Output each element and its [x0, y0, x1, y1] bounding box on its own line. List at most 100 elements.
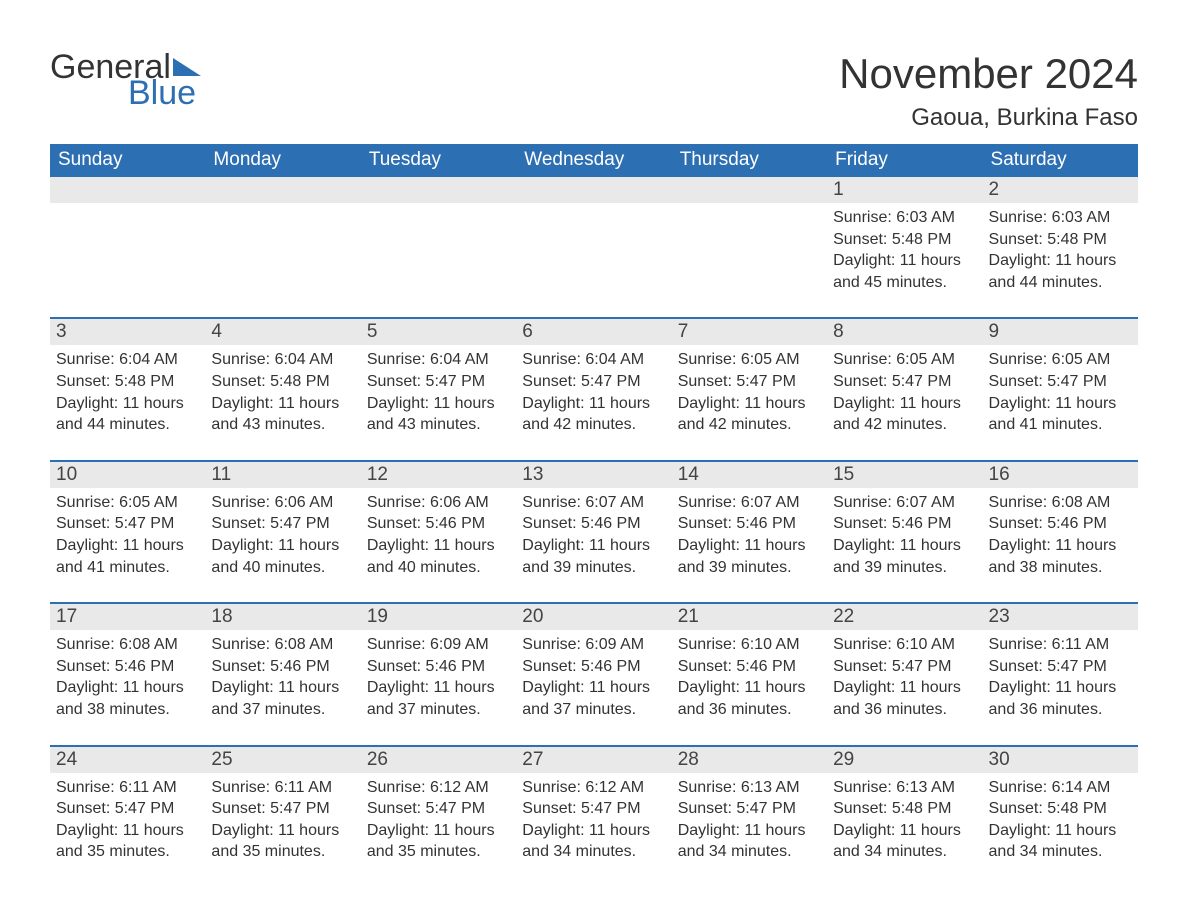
calendar-cell: 26Sunrise: 6:12 AMSunset: 5:47 PMDayligh… [361, 747, 516, 871]
daylight-line: Daylight: 11 hours and 44 minutes. [989, 250, 1132, 293]
day-details: Sunrise: 6:11 AMSunset: 5:47 PMDaylight:… [205, 773, 360, 863]
day-number [361, 177, 516, 203]
sunrise-line: Sunrise: 6:08 AM [989, 492, 1132, 514]
sunset-line: Sunset: 5:46 PM [678, 513, 821, 535]
sunset-line: Sunset: 5:46 PM [522, 656, 665, 678]
day-details: Sunrise: 6:03 AMSunset: 5:48 PMDaylight:… [983, 203, 1138, 293]
weekday-header: Friday [827, 144, 982, 177]
sunset-line: Sunset: 5:46 PM [367, 656, 510, 678]
day-number: 24 [50, 747, 205, 773]
day-number: 21 [672, 604, 827, 630]
sunrise-line: Sunrise: 6:13 AM [833, 777, 976, 799]
day-number: 3 [50, 319, 205, 345]
calendar-cell: 4Sunrise: 6:04 AMSunset: 5:48 PMDaylight… [205, 319, 360, 443]
day-details: Sunrise: 6:04 AMSunset: 5:48 PMDaylight:… [50, 345, 205, 435]
day-details: Sunrise: 6:09 AMSunset: 5:46 PMDaylight:… [516, 630, 671, 720]
week-row: 17Sunrise: 6:08 AMSunset: 5:46 PMDayligh… [50, 602, 1138, 728]
daylight-line: Daylight: 11 hours and 36 minutes. [989, 677, 1132, 720]
day-number [50, 177, 205, 203]
sunset-line: Sunset: 5:47 PM [367, 798, 510, 820]
day-details: Sunrise: 6:08 AMSunset: 5:46 PMDaylight:… [205, 630, 360, 720]
day-details: Sunrise: 6:04 AMSunset: 5:47 PMDaylight:… [516, 345, 671, 435]
calendar-cell: 20Sunrise: 6:09 AMSunset: 5:46 PMDayligh… [516, 604, 671, 728]
daylight-line: Daylight: 11 hours and 41 minutes. [56, 535, 199, 578]
sunrise-line: Sunrise: 6:11 AM [211, 777, 354, 799]
day-details: Sunrise: 6:07 AMSunset: 5:46 PMDaylight:… [516, 488, 671, 578]
daylight-line: Daylight: 11 hours and 37 minutes. [211, 677, 354, 720]
day-number: 22 [827, 604, 982, 630]
day-details: Sunrise: 6:05 AMSunset: 5:47 PMDaylight:… [50, 488, 205, 578]
day-number: 23 [983, 604, 1138, 630]
day-details: Sunrise: 6:05 AMSunset: 5:47 PMDaylight:… [827, 345, 982, 435]
sunset-line: Sunset: 5:48 PM [211, 371, 354, 393]
sunrise-line: Sunrise: 6:06 AM [211, 492, 354, 514]
sunrise-line: Sunrise: 6:08 AM [211, 634, 354, 656]
sunset-line: Sunset: 5:46 PM [211, 656, 354, 678]
calendar-cell: 30Sunrise: 6:14 AMSunset: 5:48 PMDayligh… [983, 747, 1138, 871]
calendar-cell: 13Sunrise: 6:07 AMSunset: 5:46 PMDayligh… [516, 462, 671, 586]
sunrise-line: Sunrise: 6:08 AM [56, 634, 199, 656]
day-number: 8 [827, 319, 982, 345]
daylight-line: Daylight: 11 hours and 40 minutes. [367, 535, 510, 578]
calendar-cell [50, 177, 205, 301]
daylight-line: Daylight: 11 hours and 43 minutes. [211, 393, 354, 436]
sunset-line: Sunset: 5:48 PM [56, 371, 199, 393]
month-title: November 2024 [839, 50, 1138, 98]
day-details: Sunrise: 6:12 AMSunset: 5:47 PMDaylight:… [361, 773, 516, 863]
day-details: Sunrise: 6:13 AMSunset: 5:48 PMDaylight:… [827, 773, 982, 863]
sunset-line: Sunset: 5:47 PM [56, 798, 199, 820]
daylight-line: Daylight: 11 hours and 39 minutes. [678, 535, 821, 578]
weekday-header: Wednesday [516, 144, 671, 177]
daylight-line: Daylight: 11 hours and 38 minutes. [989, 535, 1132, 578]
sunrise-line: Sunrise: 6:05 AM [56, 492, 199, 514]
calendar-cell: 2Sunrise: 6:03 AMSunset: 5:48 PMDaylight… [983, 177, 1138, 301]
sunrise-line: Sunrise: 6:03 AM [989, 207, 1132, 229]
calendar-cell: 9Sunrise: 6:05 AMSunset: 5:47 PMDaylight… [983, 319, 1138, 443]
calendar-cell: 7Sunrise: 6:05 AMSunset: 5:47 PMDaylight… [672, 319, 827, 443]
sunrise-line: Sunrise: 6:05 AM [989, 349, 1132, 371]
sunset-line: Sunset: 5:47 PM [989, 371, 1132, 393]
calendar-cell: 17Sunrise: 6:08 AMSunset: 5:46 PMDayligh… [50, 604, 205, 728]
day-number: 16 [983, 462, 1138, 488]
sunrise-line: Sunrise: 6:09 AM [367, 634, 510, 656]
day-number: 14 [672, 462, 827, 488]
day-details: Sunrise: 6:04 AMSunset: 5:48 PMDaylight:… [205, 345, 360, 435]
sunrise-line: Sunrise: 6:10 AM [678, 634, 821, 656]
day-number [516, 177, 671, 203]
sunset-line: Sunset: 5:48 PM [989, 229, 1132, 251]
sunset-line: Sunset: 5:47 PM [211, 513, 354, 535]
calendar-cell [516, 177, 671, 301]
daylight-line: Daylight: 11 hours and 37 minutes. [522, 677, 665, 720]
day-details: Sunrise: 6:09 AMSunset: 5:46 PMDaylight:… [361, 630, 516, 720]
sunrise-line: Sunrise: 6:05 AM [678, 349, 821, 371]
calendar-cell [672, 177, 827, 301]
daylight-line: Daylight: 11 hours and 41 minutes. [989, 393, 1132, 436]
sunrise-line: Sunrise: 6:03 AM [833, 207, 976, 229]
sunset-line: Sunset: 5:46 PM [678, 656, 821, 678]
day-details: Sunrise: 6:11 AMSunset: 5:47 PMDaylight:… [50, 773, 205, 863]
title-block: November 2024 Gaoua, Burkina Faso [839, 50, 1138, 132]
day-details: Sunrise: 6:14 AMSunset: 5:48 PMDaylight:… [983, 773, 1138, 863]
calendar: SundayMondayTuesdayWednesdayThursdayFrid… [50, 144, 1138, 871]
day-details: Sunrise: 6:07 AMSunset: 5:46 PMDaylight:… [827, 488, 982, 578]
sunrise-line: Sunrise: 6:13 AM [678, 777, 821, 799]
day-number: 26 [361, 747, 516, 773]
sunrise-line: Sunrise: 6:04 AM [522, 349, 665, 371]
day-number: 2 [983, 177, 1138, 203]
day-number: 6 [516, 319, 671, 345]
day-details: Sunrise: 6:13 AMSunset: 5:47 PMDaylight:… [672, 773, 827, 863]
sunset-line: Sunset: 5:47 PM [678, 798, 821, 820]
weekday-header: Tuesday [361, 144, 516, 177]
sunset-line: Sunset: 5:47 PM [56, 513, 199, 535]
calendar-cell: 3Sunrise: 6:04 AMSunset: 5:48 PMDaylight… [50, 319, 205, 443]
sunrise-line: Sunrise: 6:07 AM [678, 492, 821, 514]
day-number: 20 [516, 604, 671, 630]
sunrise-line: Sunrise: 6:04 AM [211, 349, 354, 371]
sunset-line: Sunset: 5:47 PM [833, 656, 976, 678]
daylight-line: Daylight: 11 hours and 35 minutes. [367, 820, 510, 863]
calendar-cell: 11Sunrise: 6:06 AMSunset: 5:47 PMDayligh… [205, 462, 360, 586]
week-row: 3Sunrise: 6:04 AMSunset: 5:48 PMDaylight… [50, 317, 1138, 443]
daylight-line: Daylight: 11 hours and 42 minutes. [678, 393, 821, 436]
day-details: Sunrise: 6:11 AMSunset: 5:47 PMDaylight:… [983, 630, 1138, 720]
day-number: 13 [516, 462, 671, 488]
